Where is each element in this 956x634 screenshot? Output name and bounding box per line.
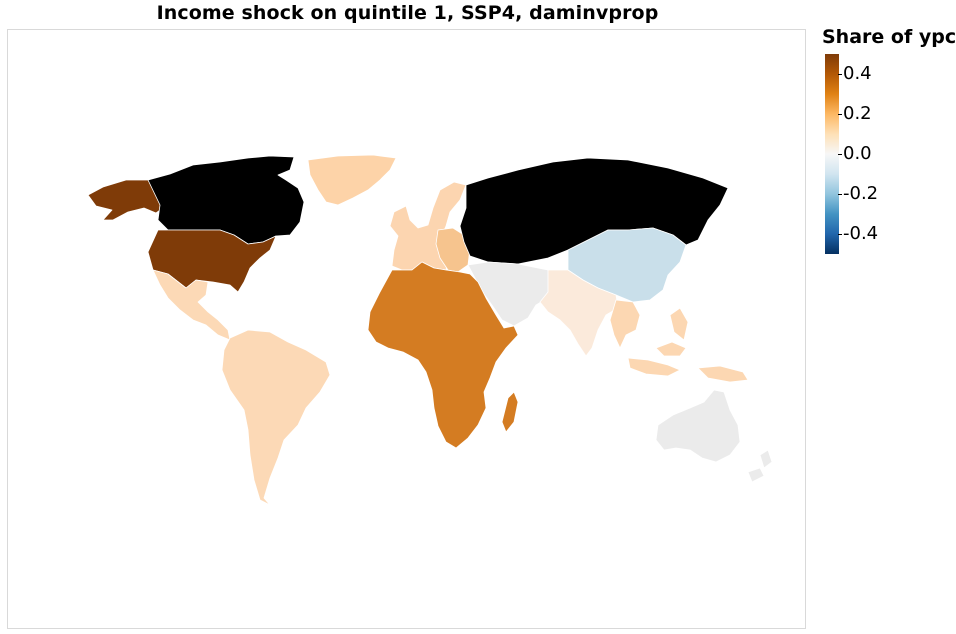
legend-tick-label: -0.2 (843, 183, 879, 204)
region-eastern-europe (435, 227, 471, 273)
map-title: Income shock on quintile 1, SSP4, daminv… (156, 2, 659, 24)
legend-tick-label: 0.2 (843, 103, 872, 124)
legend-tick (838, 114, 842, 115)
region-south-asia (539, 269, 619, 357)
legend-tick-label: -0.4 (843, 223, 879, 244)
region-south-america (221, 329, 331, 506)
region-central-america (152, 269, 231, 341)
legend-title: Share of ypc (822, 26, 956, 48)
legend-color-bar (825, 54, 839, 254)
region-greenland (307, 154, 397, 206)
region-middle-east (467, 261, 567, 327)
region-alaska (87, 179, 164, 221)
world-map (87, 154, 773, 506)
legend-tick-label: 0.0 (843, 143, 872, 164)
region-australia (655, 389, 741, 463)
legend-tick (838, 234, 842, 235)
legend-tick-label: 0.4 (843, 63, 872, 84)
legend-tick (838, 194, 842, 195)
legend-tick (838, 154, 842, 155)
map-frame (7, 29, 806, 629)
region-southeast-asia (609, 299, 749, 383)
region-new-zealand (747, 449, 773, 483)
region-madagascar (501, 391, 519, 433)
legend-tick (838, 74, 842, 75)
region-africa (367, 261, 519, 449)
